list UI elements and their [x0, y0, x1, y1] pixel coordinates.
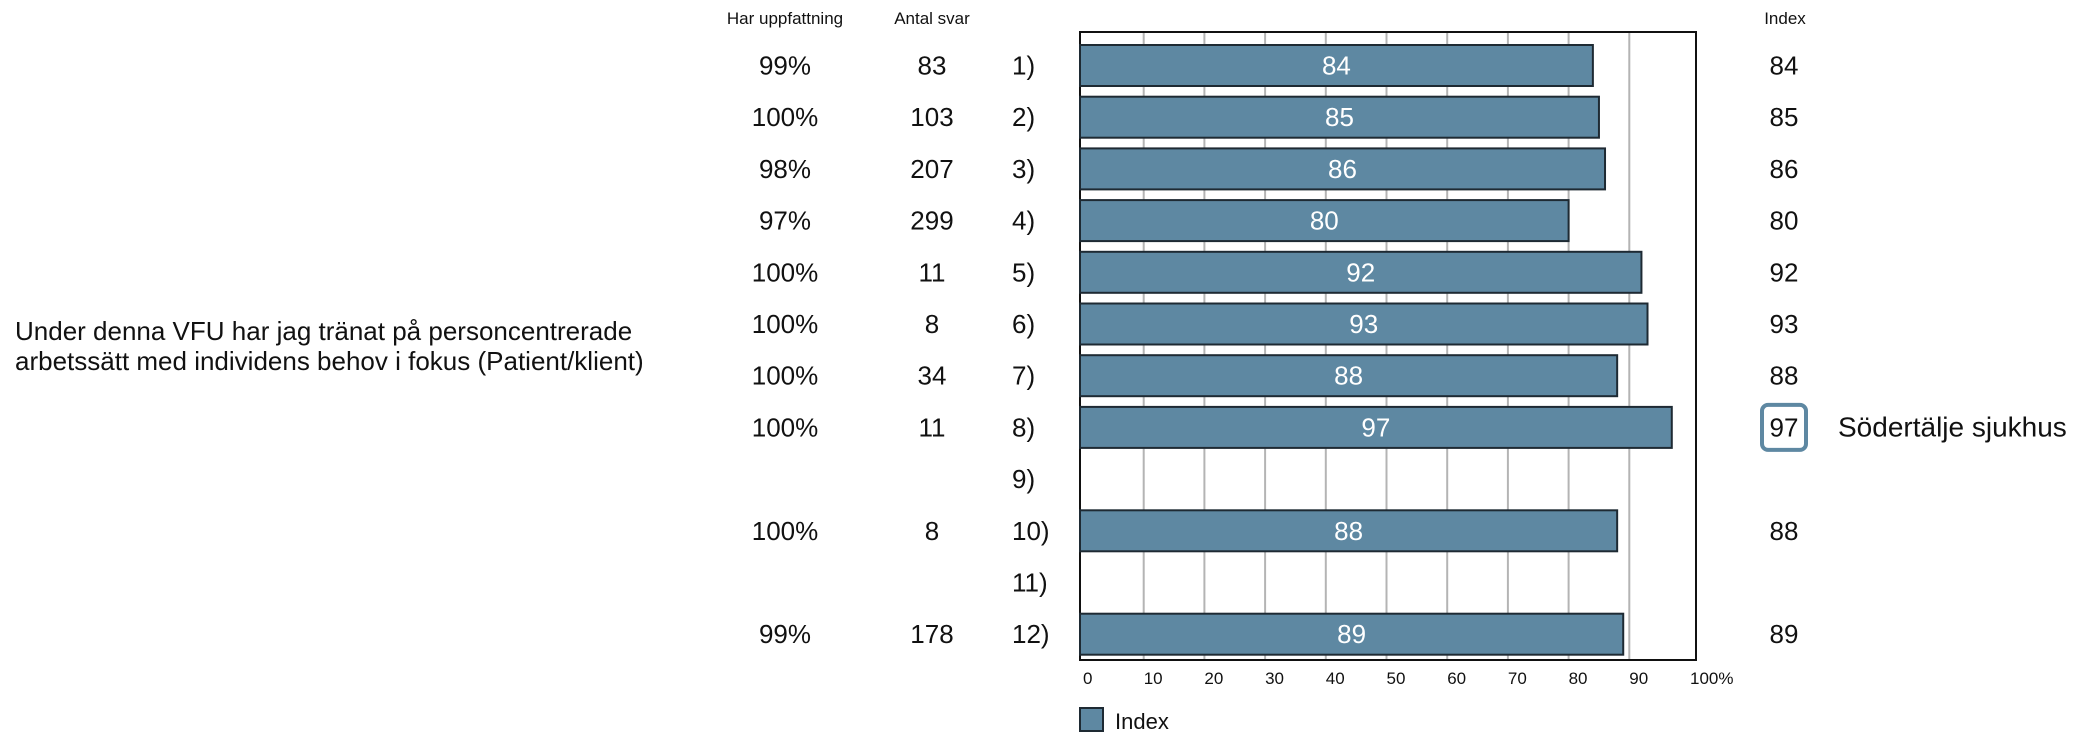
antal-cell: 8: [925, 309, 939, 339]
legend-swatch: [1079, 707, 1104, 732]
bar-value-label: 97: [1361, 412, 1390, 442]
uppfattning-cell: 100%: [752, 412, 819, 442]
antal-cell: 103: [910, 102, 953, 132]
header-antal-svar: Antal svar: [894, 9, 970, 28]
bar: [1079, 250, 1643, 294]
plot-frame: [1079, 31, 1697, 661]
row-label: 7): [1012, 361, 1035, 391]
bar-value-label: 85: [1325, 102, 1354, 132]
bar: [1079, 302, 1649, 346]
bar-value-label: 92: [1346, 257, 1375, 287]
uppfattning-cell: 100%: [752, 102, 819, 132]
bar: [1079, 199, 1570, 243]
bar: [1079, 354, 1619, 398]
antal-cell: 299: [910, 206, 953, 236]
header-index: Index: [1764, 9, 1806, 28]
bar: [1079, 405, 1673, 449]
highlight-label: Södertälje sjukhus: [1838, 411, 2067, 442]
antal-cell: 11: [919, 412, 946, 442]
index-cell: 85: [1770, 102, 1799, 132]
question-line-1: Under denna VFU har jag tränat på person…: [15, 316, 633, 346]
bar: [1079, 95, 1600, 139]
uppfattning-cell: 100%: [752, 361, 819, 391]
uppfattning-cell: 99%: [759, 51, 811, 81]
x-tick-label: 40: [1326, 669, 1345, 688]
x-tick-label: 10: [1144, 669, 1163, 688]
bar-value-label: 86: [1328, 154, 1357, 184]
uppfattning-cell: 99%: [759, 619, 811, 649]
bar-value-label: 80: [1310, 206, 1339, 236]
bar: [1079, 612, 1625, 656]
antal-cell: 11: [919, 257, 946, 287]
x-axis-ticks: 0 10 20 30 40 50 60 70 80 90 100%: [1083, 669, 1733, 688]
antal-cell: 34: [918, 361, 947, 391]
x-tick-label: 50: [1387, 669, 1406, 688]
row-label: 10): [1012, 516, 1050, 546]
bar-value-label: 89: [1337, 619, 1366, 649]
row-label: 1): [1012, 51, 1035, 81]
row-label: 3): [1012, 154, 1035, 184]
index-cell: 89: [1770, 619, 1799, 649]
uppfattning-cell: 100%: [752, 257, 819, 287]
bar-value-label: 88: [1334, 516, 1363, 546]
index-cell: 86: [1770, 154, 1799, 184]
index-cell: 88: [1770, 516, 1799, 546]
row-label: 5): [1012, 257, 1035, 287]
x-tick-label: 90: [1629, 669, 1648, 688]
row-label: 12): [1012, 619, 1050, 649]
x-tick-label: 20: [1204, 669, 1223, 688]
x-tick-label: 80: [1569, 669, 1588, 688]
bar-value-label: 88: [1334, 361, 1363, 391]
antal-cell: 178: [910, 619, 953, 649]
index-cell: 84: [1770, 51, 1799, 81]
row-labels: 99% 83 1) 84 100% 103 2) 85 98% 207 3) 86 97% 299 4) 80…: [752, 51, 2067, 650]
index-cell: 97: [1770, 412, 1799, 442]
uppfattning-cell: 100%: [752, 516, 819, 546]
x-tick-label: 70: [1508, 669, 1527, 688]
row-label: 8): [1012, 412, 1035, 442]
row-label: 11): [1012, 568, 1048, 598]
x-tick-label: 100%: [1690, 669, 1733, 688]
x-tick-label: 0: [1083, 669, 1092, 688]
index-cell: 88: [1770, 361, 1799, 391]
bar: [1079, 509, 1619, 553]
bar: [1079, 44, 1594, 87]
uppfattning-cell: 100%: [752, 309, 819, 339]
question-text: Under denna VFU har jag tränat på person…: [15, 316, 715, 376]
uppfattning-cell: 97%: [759, 206, 811, 236]
antal-cell: 207: [910, 154, 953, 184]
row-label: 9): [1012, 464, 1035, 494]
row-label: 4): [1012, 206, 1035, 236]
index-cell: 80: [1770, 206, 1799, 236]
row-label: 6): [1012, 309, 1035, 339]
legend-label: Index: [1115, 709, 1169, 734]
question-line-2: arbetssätt med individens behov i fokus …: [15, 346, 644, 376]
antal-cell: 8: [925, 516, 939, 546]
highlight-box: [1760, 402, 1808, 452]
bar-value-label: 93: [1349, 309, 1378, 339]
x-tick-label: 60: [1447, 669, 1466, 688]
x-tick-label: 30: [1265, 669, 1284, 688]
index-cell: 92: [1770, 257, 1799, 287]
legend: Index: [1079, 707, 1169, 734]
row-label: 2): [1012, 102, 1035, 132]
uppfattning-cell: 98%: [759, 154, 811, 184]
index-cell: 93: [1770, 309, 1799, 339]
bar: [1079, 147, 1607, 191]
header-har-uppfattning: Har uppfattning: [727, 9, 843, 28]
bar-value-label: 84: [1322, 51, 1351, 81]
antal-cell: 83: [918, 51, 947, 81]
